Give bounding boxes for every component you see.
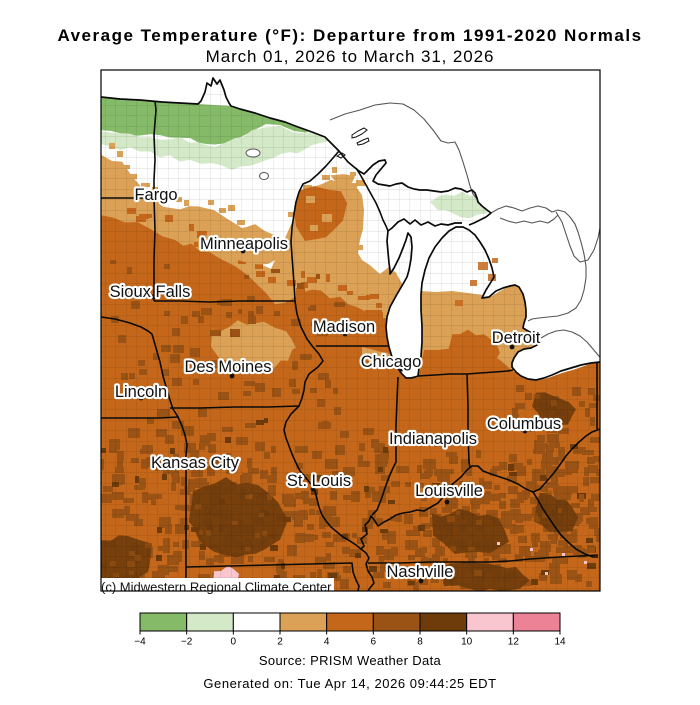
svg-text:St. Louis: St. Louis	[287, 472, 351, 490]
svg-text:Fargo: Fargo	[134, 186, 177, 204]
svg-text:Columbus: Columbus	[487, 415, 561, 433]
svg-text:(c) Midwestern Regional Climat: (c) Midwestern Regional Climate Center	[101, 580, 332, 595]
svg-text:14: 14	[554, 637, 566, 648]
svg-text:Madison: Madison	[313, 318, 375, 336]
svg-text:Lincoln: Lincoln	[115, 383, 167, 401]
svg-text:Louisville: Louisville	[415, 482, 483, 500]
svg-text:Kansas City: Kansas City	[151, 454, 240, 472]
svg-text:2: 2	[277, 637, 283, 648]
svg-text:Indianapolis: Indianapolis	[389, 430, 477, 448]
svg-text:Chicago: Chicago	[361, 353, 422, 371]
svg-text:Nashville: Nashville	[387, 563, 454, 581]
svg-text:Sioux Falls: Sioux Falls	[110, 283, 191, 301]
svg-text:Source: PRISM Weather Data: Source: PRISM Weather Data	[259, 653, 442, 668]
svg-text:Generated on: Tue Apr 14, 2026: Generated on: Tue Apr 14, 2026 09:44:25 …	[203, 676, 496, 691]
svg-text:Des Moines: Des Moines	[184, 358, 271, 376]
svg-text:−2: −2	[181, 637, 193, 648]
svg-text:Minneapolis: Minneapolis	[200, 235, 288, 253]
svg-text:−4: −4	[134, 637, 146, 648]
svg-text:8: 8	[417, 637, 423, 648]
svg-text:Detroit: Detroit	[492, 329, 541, 347]
svg-text:4: 4	[324, 637, 330, 648]
svg-text:0: 0	[231, 637, 237, 648]
svg-text:10: 10	[461, 637, 473, 648]
svg-text:6: 6	[371, 637, 377, 648]
svg-text:March 01, 2026 to March 31, 20: March 01, 2026 to March 31, 2026	[206, 47, 495, 66]
svg-text:12: 12	[508, 637, 520, 648]
svg-text:Average Temperature (°F): Depa: Average Temperature (°F): Departure from…	[57, 26, 642, 45]
